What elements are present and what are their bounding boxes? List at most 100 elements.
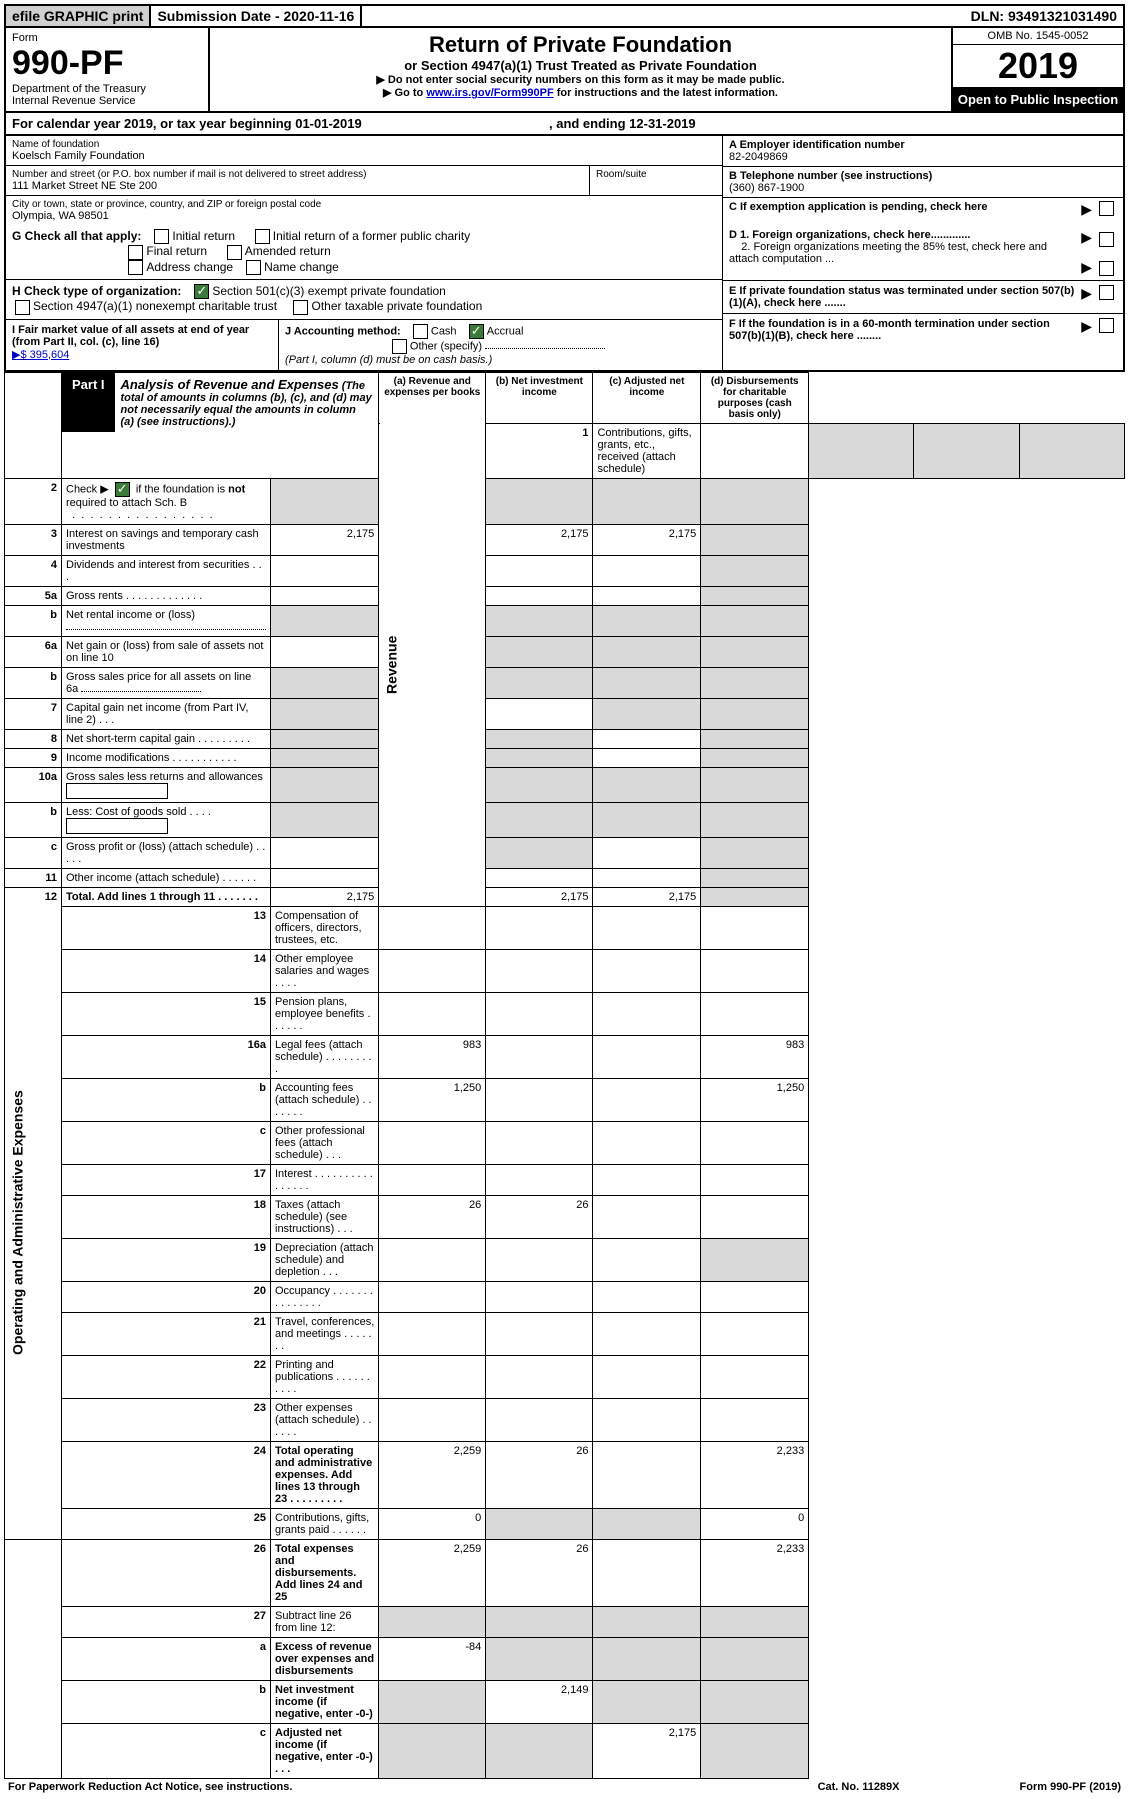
name-label: Name of foundation bbox=[12, 139, 716, 150]
fmv-value-link[interactable]: ▶$ 395,604 bbox=[12, 349, 69, 361]
col-a-header: (a) Revenue and expenses per books bbox=[379, 372, 486, 423]
paperwork-notice: For Paperwork Reduction Act Notice, see … bbox=[8, 1781, 292, 1793]
phone-value: (360) 867-1900 bbox=[729, 182, 1117, 194]
col-d-header: (d) Disbursements for charitable purpose… bbox=[701, 372, 809, 423]
efile-print-button[interactable]: efile GRAPHIC print bbox=[6, 6, 151, 26]
table-row: 26Total expenses and disbursements. Add … bbox=[5, 1539, 1125, 1606]
form-note-1: ▶ Do not enter social security numbers o… bbox=[216, 73, 945, 86]
room-label: Room/suite bbox=[596, 169, 716, 180]
form-number: 990-PF bbox=[12, 44, 202, 83]
sch-b-checkbox[interactable] bbox=[115, 482, 130, 497]
table-row: 27Subtract line 26 from line 12: bbox=[5, 1606, 1125, 1637]
col-c-header: (c) Adjusted net income bbox=[593, 372, 701, 423]
dln: DLN: 93491321031490 bbox=[965, 6, 1123, 26]
page-footer: For Paperwork Reduction Act Notice, see … bbox=[4, 1779, 1125, 1795]
table-row: 16aLegal fees (attach schedule) . . . . … bbox=[5, 1035, 1125, 1078]
other-method-checkbox[interactable] bbox=[392, 339, 407, 354]
table-row: 21Travel, conferences, and meetings . . … bbox=[5, 1312, 1125, 1355]
section-h: H Check type of organization: Section 50… bbox=[6, 280, 722, 320]
table-row: bNet investment income (if negative, ent… bbox=[5, 1680, 1125, 1723]
form-header: Form 990-PF Department of the Treasury I… bbox=[4, 28, 1125, 113]
table-row: 15Pension plans, employee benefits . . .… bbox=[5, 992, 1125, 1035]
address-change-checkbox[interactable] bbox=[128, 260, 143, 275]
table-row: 9Income modifications . . . . . . . . . … bbox=[5, 748, 1125, 767]
city-value: Olympia, WA 98501 bbox=[12, 210, 716, 222]
top-bar: efile GRAPHIC print Submission Date - 20… bbox=[4, 4, 1125, 28]
table-row: bAccounting fees (attach schedule) . . .… bbox=[5, 1078, 1125, 1121]
part1-table: Part I Analysis of Revenue and Expenses … bbox=[4, 372, 1125, 1779]
initial-former-public-checkbox[interactable] bbox=[255, 229, 270, 244]
table-row: 4Dividends and interest from securities … bbox=[5, 555, 1125, 586]
revenue-side-label: Revenue bbox=[379, 423, 486, 906]
table-row: 18Taxes (attach schedule) (see instructi… bbox=[5, 1195, 1125, 1238]
cash-checkbox[interactable] bbox=[413, 324, 428, 339]
final-return-checkbox[interactable] bbox=[128, 245, 143, 260]
4947a1-checkbox[interactable] bbox=[15, 300, 30, 315]
submission-date: Submission Date - 2020-11-16 bbox=[151, 6, 362, 26]
accrual-checkbox[interactable] bbox=[469, 324, 484, 339]
section-g: G Check all that apply: Initial return I… bbox=[6, 225, 722, 280]
table-row: 19Depreciation (attach schedule) and dep… bbox=[5, 1238, 1125, 1281]
dept-line-2: Internal Revenue Service bbox=[12, 95, 202, 107]
table-row: 11Other income (attach schedule) . . . .… bbox=[5, 868, 1125, 887]
address-value: 111 Market Street NE Ste 200 bbox=[12, 180, 583, 192]
form-title: Return of Private Foundation bbox=[216, 32, 945, 58]
section-j-note: (Part I, column (d) must be on cash basi… bbox=[285, 354, 492, 366]
e-checkbox[interactable] bbox=[1099, 285, 1114, 300]
ein-label: A Employer identification number bbox=[729, 139, 1117, 151]
table-row: Operating and Administrative Expenses 13… bbox=[5, 906, 1125, 949]
exemption-pending-label: C If exemption application is pending, c… bbox=[729, 201, 1077, 218]
table-row: 10aGross sales less returns and allowanc… bbox=[5, 767, 1125, 802]
table-row: 8Net short-term capital gain . . . . . .… bbox=[5, 729, 1125, 748]
f-label: F If the foundation is in a 60-month ter… bbox=[729, 318, 1050, 342]
foundation-name: Koelsch Family Foundation bbox=[12, 150, 716, 162]
part1-tab: Part I bbox=[62, 373, 115, 432]
initial-return-checkbox[interactable] bbox=[154, 229, 169, 244]
part1-heading: Analysis of Revenue and Expenses bbox=[121, 377, 339, 392]
section-j-label: J Accounting method: bbox=[285, 325, 401, 337]
e-label: E If private foundation status was termi… bbox=[729, 285, 1074, 309]
ein-value: 82-2049869 bbox=[729, 151, 1117, 163]
d2-label: 2. Foreign organizations meeting the 85%… bbox=[729, 241, 1047, 265]
omb-number: OMB No. 1545-0052 bbox=[953, 28, 1123, 45]
expenses-side-label: Operating and Administrative Expenses bbox=[5, 906, 62, 1539]
form-id-footer: Form 990-PF (2019) bbox=[1020, 1781, 1121, 1793]
table-row: bNet rental income or (loss) bbox=[5, 605, 1125, 636]
d1-label: D 1. Foreign organizations, check here..… bbox=[729, 229, 970, 241]
d2-checkbox[interactable] bbox=[1099, 261, 1114, 276]
table-row: cGross profit or (loss) (attach schedule… bbox=[5, 837, 1125, 868]
table-row: 6aNet gain or (loss) from sale of assets… bbox=[5, 636, 1125, 667]
catalog-number: Cat. No. 11289X bbox=[818, 1781, 900, 1793]
table-row: 22Printing and publications . . . . . . … bbox=[5, 1355, 1125, 1398]
city-label: City or town, state or province, country… bbox=[12, 199, 716, 210]
table-row: 24Total operating and administrative exp… bbox=[5, 1441, 1125, 1508]
amended-return-checkbox[interactable] bbox=[227, 245, 242, 260]
table-row: 25Contributions, gifts, grants paid . . … bbox=[5, 1508, 1125, 1539]
tax-year: 2019 bbox=[953, 45, 1123, 88]
open-to-public: Open to Public Inspection bbox=[953, 88, 1123, 111]
table-row: 7Capital gain net income (from Part IV, … bbox=[5, 698, 1125, 729]
form-note-2: ▶ Go to www.irs.gov/Form990PF for instru… bbox=[216, 86, 945, 99]
table-row: 17Interest . . . . . . . . . . . . . . .… bbox=[5, 1164, 1125, 1195]
table-row: cOther professional fees (attach schedul… bbox=[5, 1121, 1125, 1164]
table-row: 23Other expenses (attach schedule) . . .… bbox=[5, 1398, 1125, 1441]
phone-label: B Telephone number (see instructions) bbox=[729, 170, 1117, 182]
dept-line-1: Department of the Treasury bbox=[12, 83, 202, 95]
block-g-h-i-j: G Check all that apply: Initial return I… bbox=[4, 225, 1125, 372]
table-row: 2Check ▶ if the foundation is not requir… bbox=[5, 478, 1125, 524]
name-change-checkbox[interactable] bbox=[246, 260, 261, 275]
form990pf-link[interactable]: www.irs.gov/Form990PF bbox=[426, 87, 553, 99]
table-row: 3Interest on savings and temporary cash … bbox=[5, 524, 1125, 555]
calendar-year-line: For calendar year 2019, or tax year begi… bbox=[4, 113, 1125, 136]
table-row: cAdjusted net income (if negative, enter… bbox=[5, 1723, 1125, 1778]
501c3-checkbox[interactable] bbox=[194, 284, 209, 299]
exemption-pending-checkbox[interactable] bbox=[1099, 201, 1114, 216]
table-row: bLess: Cost of goods sold . . . . bbox=[5, 802, 1125, 837]
table-row: bGross sales price for all assets on lin… bbox=[5, 667, 1125, 698]
table-row: 14Other employee salaries and wages . . … bbox=[5, 949, 1125, 992]
f-checkbox[interactable] bbox=[1099, 318, 1114, 333]
d1-checkbox[interactable] bbox=[1099, 232, 1114, 247]
table-row: 5aGross rents . . . . . . . . . . . . . bbox=[5, 586, 1125, 605]
form-label: Form bbox=[12, 32, 202, 44]
other-taxable-checkbox[interactable] bbox=[293, 300, 308, 315]
